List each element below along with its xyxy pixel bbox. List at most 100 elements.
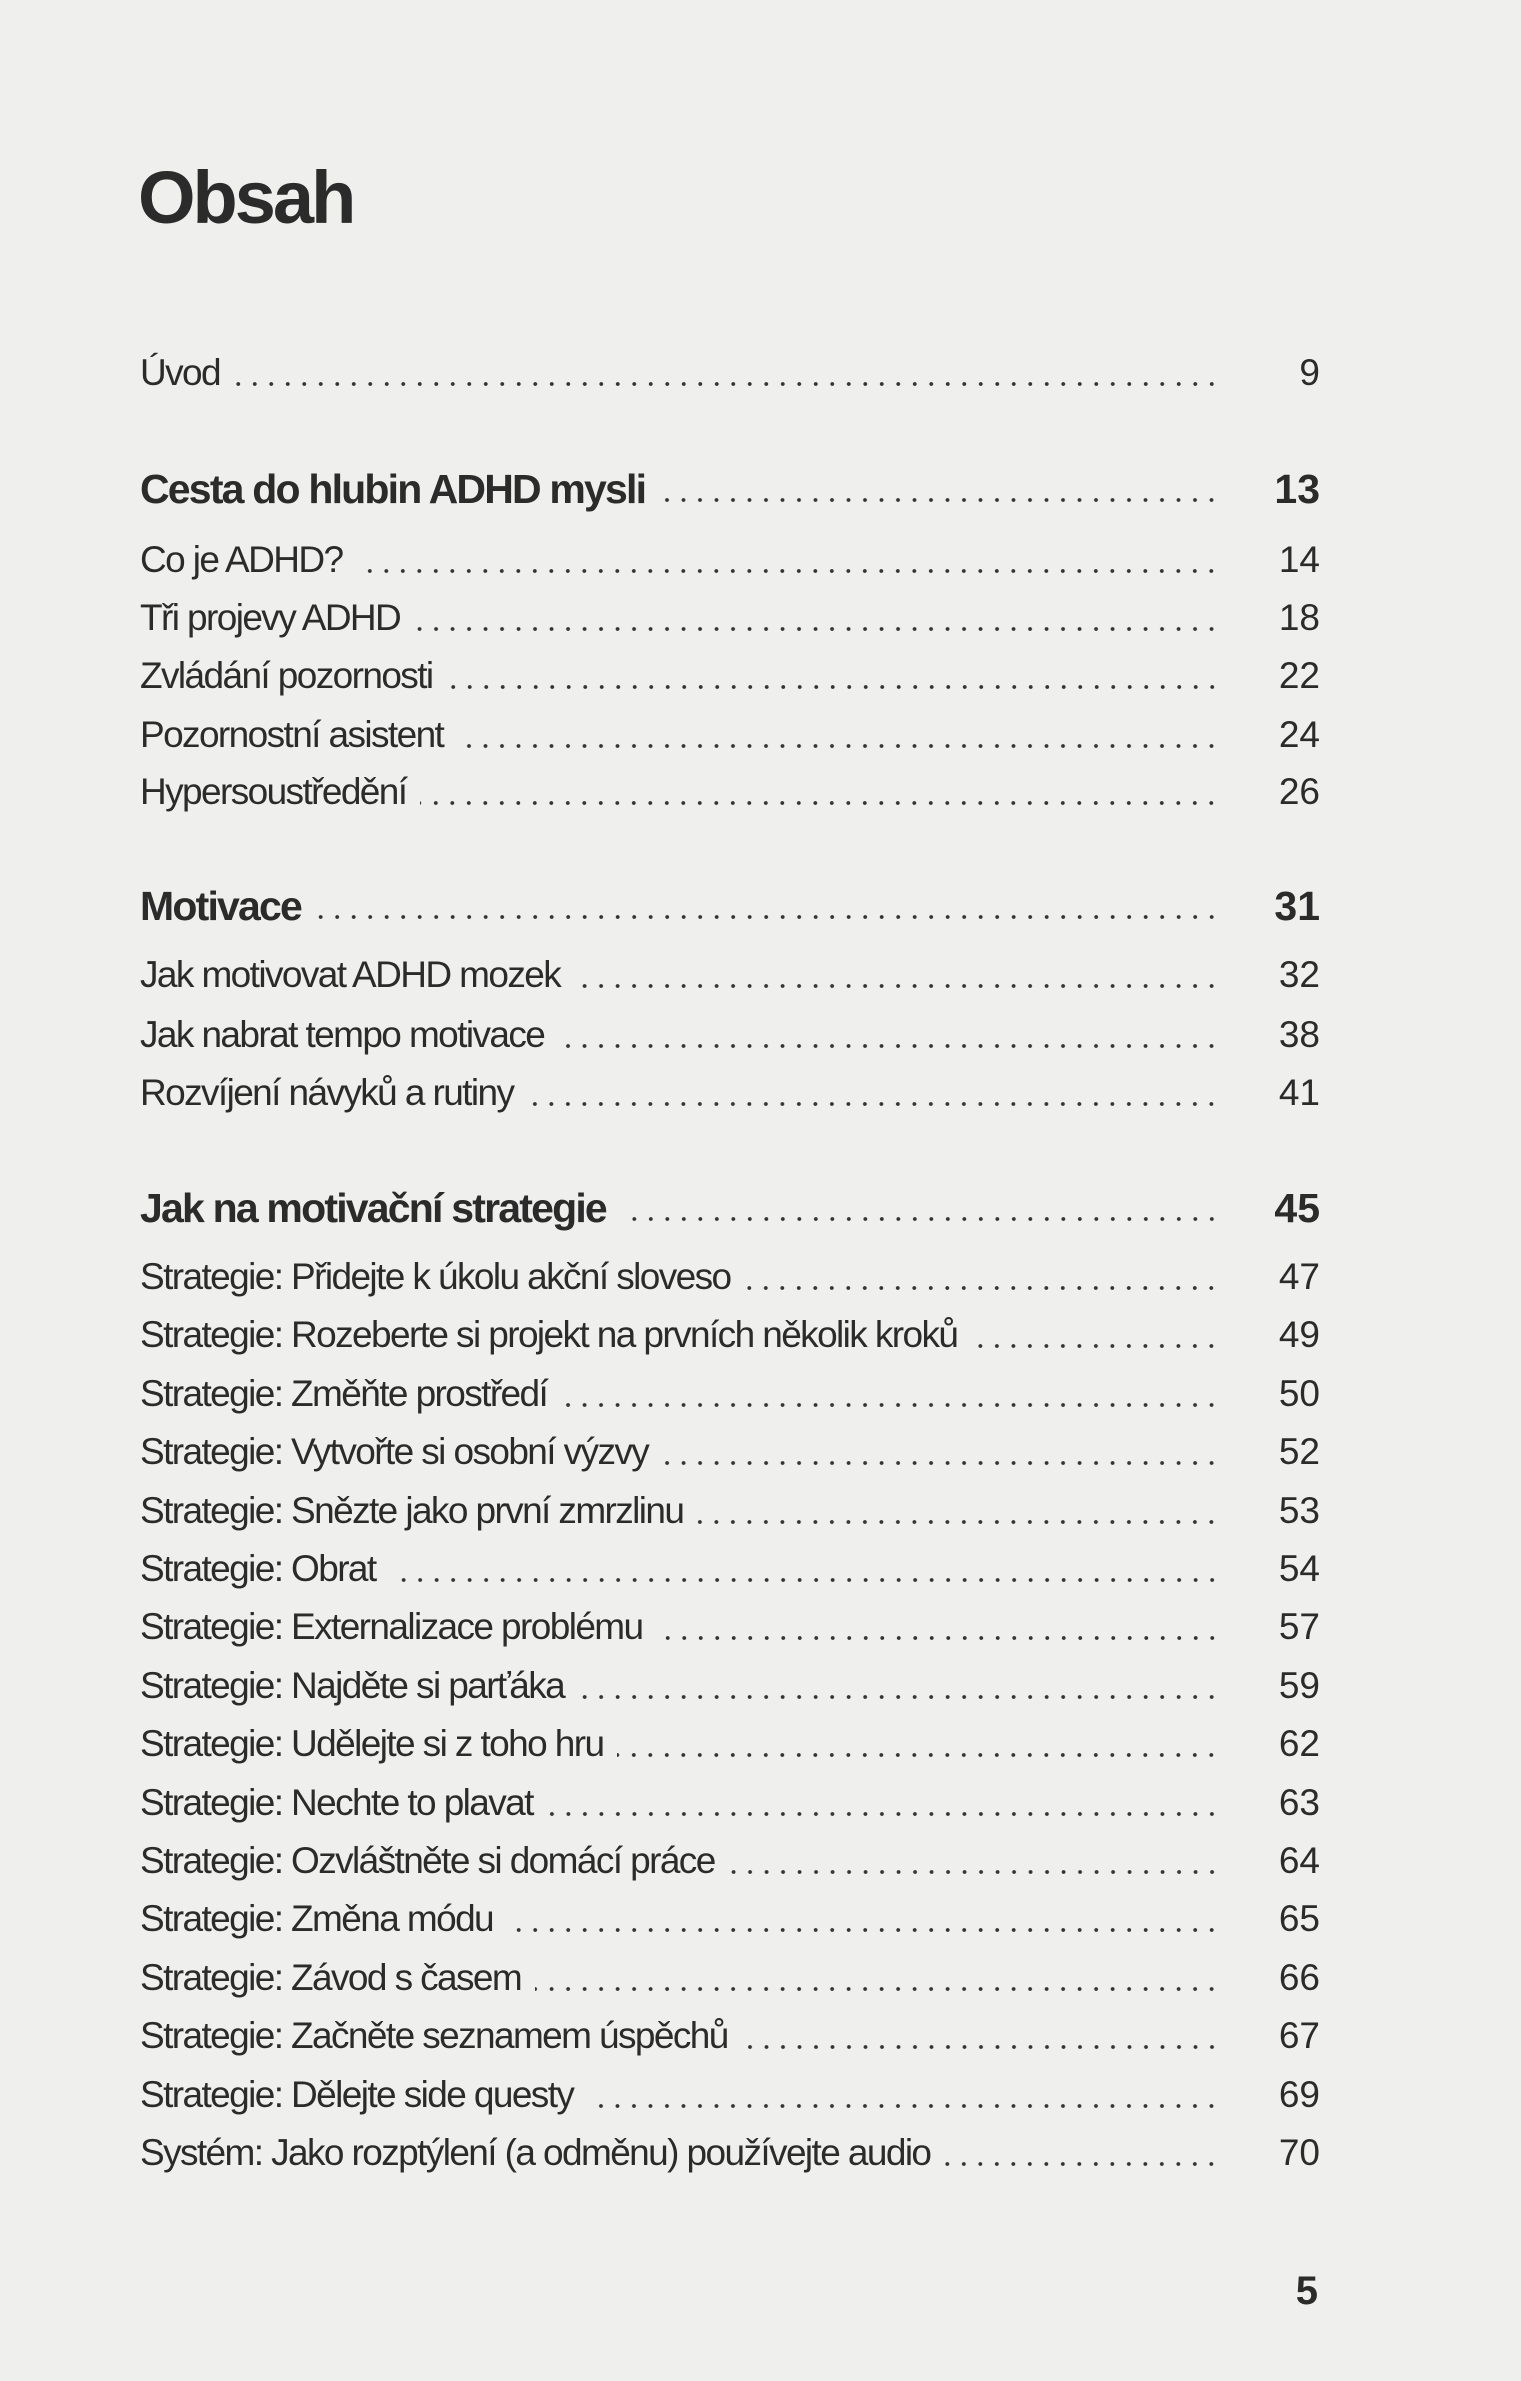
toc-entry: Strategie: Nechte to plavat 63 [140,1773,1320,1832]
toc-entry-title: Strategie: Změna módu [140,1898,495,1940]
toc-entry-page: 67 [1278,2015,1320,2057]
toc-entry: Strategie: Vytvořte si osobní výzvy 52 [140,1423,1320,1482]
toc-entry: Rozvíjení návyků a rutiny 41 [140,1064,1320,1122]
toc-entry-page: 45 [1274,1185,1320,1231]
toc-entry: Strategie: Ozvláštněte si domácí práce 64 [140,1832,1320,1890]
dot-leader [561,1364,1220,1423]
toc-section: Jak na motivační strategie 45 [140,1179,1320,1237]
toc-entry-page: 32 [1278,954,1320,995]
toc-entry: Pozornostní asistent 24 [140,706,1320,764]
toc-entry: Co je ADHD? 14 [140,531,1320,589]
dot-leader [546,1773,1220,1832]
toc-entry-page: 57 [1278,1606,1320,1648]
toc-entry-title: Hypersoustředění [140,771,408,812]
toc-entry-title: Strategie: Ozvláštněte si domácí práce [140,1840,716,1881]
dot-leader [662,1423,1220,1482]
toc-entry: Strategie: Začněte seznamem úspěchů 67 [140,2007,1320,2066]
dot-leader [535,1948,1220,2007]
toc-entry-title: Rozvíjení návyků a rutiny [140,1072,515,1113]
toc-entry-title: Strategie: Změňte prostředí [140,1372,549,1414]
toc-entry-page: 38 [1278,1014,1320,1055]
dot-leader [356,531,1220,589]
toc-entry-page: 69 [1278,2073,1320,2115]
dot-leader [587,2065,1220,2124]
toc-entry-title: Strategie: Najděte si parťáka [140,1664,566,1706]
toc-entry: Strategie: Snězte jako první zmrzlinu 53 [140,1481,1320,1540]
dot-leader [414,589,1220,647]
toc-entry-title: Pozornostní asistent [140,714,445,755]
toc-entry-title: Co je ADHD? [140,539,344,580]
toc-entry: Systém: Jako rozptýlení (a odměnu) použí… [140,2124,1320,2182]
toc-entry: Strategie: Změna módu 65 [140,1890,1320,1949]
toc-entry-page: 13 [1274,466,1320,512]
toc-entry-page: 66 [1278,1956,1320,1998]
toc-entry-title: Jak na motivační strategie [140,1185,608,1231]
toc-entry-page: 18 [1278,597,1320,638]
toc-entry-title: Strategie: Vytvořte si osobní výzvy [140,1431,650,1473]
dot-leader [578,1656,1220,1715]
dot-leader [389,1540,1220,1598]
dot-leader [659,460,1220,518]
toc-entry-page: 50 [1278,1372,1320,1414]
toc-entry-page: 62 [1278,1723,1320,1765]
toc-entry-title: Strategie: Externalizace problému [140,1606,644,1648]
toc-entry: Jak nabrat tempo motivace 38 [140,1006,1320,1064]
toc-entry: Strategie: Závod s časem 66 [140,1948,1320,2007]
dot-leader [656,1598,1220,1657]
toc-entry-page: 47 [1278,1256,1320,1297]
toc-entry: Strategie: Najděte si parťáka 59 [140,1656,1320,1715]
toc-entry: Strategie: Přidejte k úkolu akční sloves… [140,1248,1320,1306]
dot-leader [507,1890,1220,1949]
dot-leader [619,1179,1220,1237]
dot-leader [971,1306,1220,1365]
page-number: 5 [1295,2269,1318,2313]
dot-leader [233,344,1220,402]
toc-entry-title: Strategie: Snězte jako první zmrzlinu [140,1489,685,1531]
toc-entry: Úvod 9 [140,344,1320,402]
toc-entry-title: Strategie: Nechte to plavat [140,1781,534,1823]
dot-leader [527,1064,1220,1122]
toc-entry-page: 52 [1278,1431,1320,1473]
toc-entry-page: 53 [1278,1489,1320,1531]
toc-entry-title: Jak nabrat tempo motivace [140,1014,546,1055]
toc-entry-page: 9 [1299,352,1320,393]
toc-entry: Strategie: Změňte prostředí 50 [140,1364,1320,1423]
dot-leader [944,2124,1220,2182]
toc-entry: Strategie: Externalizace problému 57 [140,1598,1320,1657]
toc-entry-title: Strategie: Dělejte side questy [140,2073,575,2115]
toc-entry-title: Úvod [140,352,222,393]
toc-entry: Strategie: Dělejte side questy 69 [140,2065,1320,2124]
toc-entry-title: Strategie: Udělejte si z toho hru [140,1723,605,1765]
dot-leader [420,763,1220,821]
toc-entry-title: Jak motivovat ADHD mozek [140,954,562,995]
dot-leader [446,647,1220,705]
toc-entry: Jak motivovat ADHD mozek 32 [140,946,1320,1004]
toc-entry: Strategie: Rozeberte si projekt na první… [140,1306,1320,1365]
toc-entry-page: 22 [1278,655,1320,696]
toc-entry-page: 70 [1278,2132,1320,2173]
toc-entry-page: 63 [1278,1781,1320,1823]
toc-entry-title: Tři projevy ADHD [140,597,402,638]
toc-entry-title: Zvládání pozornosti [140,655,434,696]
dot-leader [744,1248,1220,1306]
toc-entry-page: 49 [1278,1314,1320,1356]
toc-entry-page: 65 [1278,1898,1320,1940]
toc-entry-title: Strategie: Přidejte k úkolu akční sloves… [140,1256,732,1297]
dot-leader [728,1832,1220,1890]
toc-entry-page: 14 [1278,539,1320,580]
toc-entry-title: Strategie: Obrat [140,1548,377,1589]
toc-entry-page: 41 [1278,1072,1320,1113]
dot-leader [457,706,1220,764]
toc-entry-title: Motivace [140,883,303,929]
toc-section: Motivace 31 [140,877,1320,935]
dot-leader [617,1715,1220,1774]
dot-leader [315,877,1220,935]
toc-entry-page: 26 [1278,771,1320,812]
toc-entry-page: 59 [1278,1664,1320,1706]
dot-leader [741,2007,1220,2066]
dot-leader [574,946,1220,1004]
toc-entry: Strategie: Udělejte si z toho hru 62 [140,1715,1320,1774]
toc-entry-title: Strategie: Začněte seznamem úspěchů [140,2015,729,2057]
toc-entry: Tři projevy ADHD 18 [140,589,1320,647]
toc-entry-page: 31 [1274,883,1320,929]
